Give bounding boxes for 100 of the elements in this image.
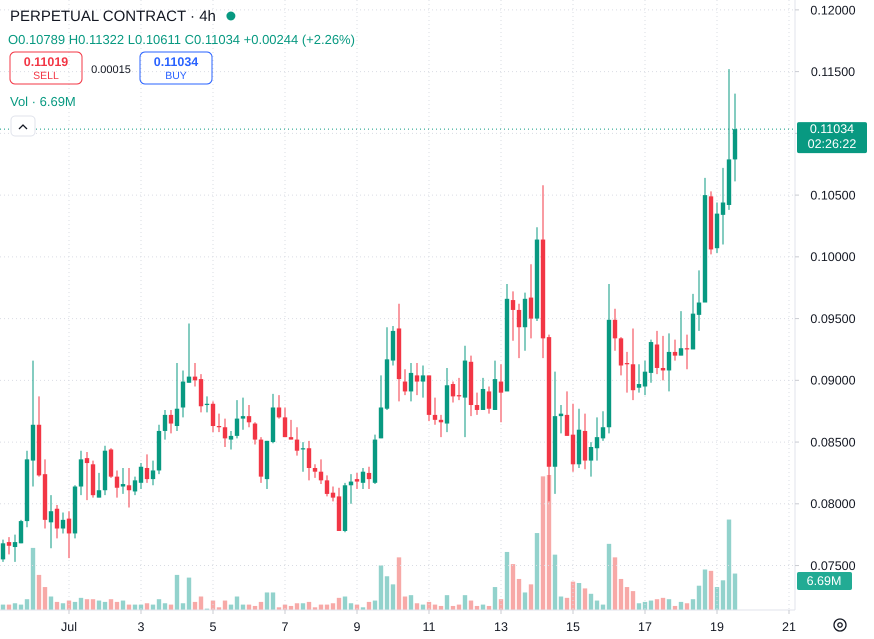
y-tick-label: 0.12000	[810, 3, 856, 18]
bar	[606, 544, 612, 610]
candlestick	[66, 510, 72, 559]
text: 02:26:22	[808, 137, 856, 152]
candlestick	[402, 368, 408, 396]
candlestick	[246, 404, 252, 428]
candlestick	[624, 351, 630, 394]
text: PERPETUAL CONTRACT · 4h	[10, 8, 216, 25]
candlestick	[234, 400, 240, 439]
candlestick	[276, 394, 282, 420]
annotation: 0.11019	[24, 55, 68, 69]
bar	[378, 565, 384, 610]
x-tick-label: 5	[210, 620, 217, 634]
x-tick-label: 9	[354, 620, 361, 634]
candlestick	[174, 362, 180, 432]
candlestick	[18, 519, 24, 544]
candlestick	[588, 442, 594, 478]
candlestick	[132, 476, 138, 496]
candlestick	[720, 167, 726, 245]
candlestick	[0, 539, 6, 562]
candlestick	[612, 308, 618, 352]
candlestick	[144, 454, 150, 484]
candlestick	[186, 323, 192, 384]
bar	[510, 564, 516, 610]
candlestick	[498, 364, 504, 423]
candlestick	[300, 442, 306, 472]
candlestick	[138, 462, 144, 490]
candlestick	[114, 470, 120, 498]
candlestick	[12, 534, 18, 562]
bar	[540, 476, 546, 610]
x-tick-label: 17	[638, 620, 652, 634]
candlestick	[684, 334, 690, 370]
candlestick	[96, 472, 102, 498]
annotation: BUY	[165, 70, 187, 82]
candlestick	[6, 536, 12, 555]
candlestick	[438, 414, 444, 438]
candlestick	[294, 426, 300, 456]
candlestick	[210, 400, 216, 433]
candlestick	[558, 404, 564, 434]
x-tick-label: Jul	[61, 620, 77, 634]
candlestick	[480, 377, 486, 410]
candlestick	[288, 419, 294, 440]
annotation: SELL	[33, 70, 60, 82]
candlestick	[660, 335, 666, 381]
candlestick	[120, 467, 126, 494]
bar	[552, 554, 558, 610]
x-tick-label: 11	[422, 620, 436, 634]
candlestick	[654, 330, 660, 375]
y-tick-label: 0.09500	[810, 312, 856, 326]
bar	[726, 520, 732, 610]
candlestick	[408, 362, 414, 402]
candlestick	[48, 494, 54, 549]
x-tick-label: 15	[566, 620, 580, 634]
candlestick	[510, 290, 516, 342]
candlestick	[456, 377, 462, 401]
y-tick-label: 0.08500	[810, 435, 856, 450]
candlestick	[564, 390, 570, 436]
candlestick	[240, 397, 246, 430]
candlestick	[192, 362, 198, 387]
ref-line-label: 0.11034	[810, 122, 854, 136]
candlestick	[600, 410, 606, 442]
y-tick-label: 0.09000	[810, 374, 856, 388]
text: 6.69M	[806, 574, 842, 588]
bar	[696, 586, 702, 610]
bar	[504, 552, 510, 610]
x-tick-label: 7	[282, 620, 289, 634]
candlestick	[324, 474, 330, 497]
x-tick-label: 19	[710, 620, 724, 634]
annotation: 0.00015	[91, 64, 131, 76]
annotation: 0.11034	[154, 55, 198, 69]
candlestick	[162, 409, 168, 440]
candlestick	[282, 406, 288, 438]
candlestick	[222, 418, 228, 448]
text: O0.10789 H0.11322 L0.10611 C0.11034 +0.00244 (+2.26%)	[8, 32, 355, 47]
candlestick	[360, 467, 366, 490]
candlestick	[432, 397, 438, 426]
candlestick	[252, 422, 258, 446]
bar	[702, 570, 708, 610]
x-tick-label: 21	[782, 620, 796, 634]
x-tick-label: 13	[494, 620, 508, 634]
candlestick	[696, 270, 702, 332]
x-tick-label: 3	[138, 620, 145, 634]
annotation: Vol · 6.69M	[10, 94, 76, 109]
candlestick	[474, 392, 480, 416]
candlestick	[348, 474, 354, 504]
candlestick	[306, 440, 312, 481]
bar	[186, 578, 192, 610]
bar	[732, 574, 738, 610]
y-tick-label: 0.11500	[810, 64, 856, 79]
candlestick	[450, 381, 456, 404]
candlestick	[354, 472, 360, 490]
candlestick	[84, 451, 90, 501]
candlestick	[330, 486, 336, 502]
y-tick-label: 0.10500	[810, 188, 856, 202]
candlestick	[642, 360, 648, 396]
y-tick-label: 0.08000	[810, 497, 856, 512]
candlestick	[678, 310, 684, 356]
candlestick	[54, 504, 60, 539]
candlestick	[528, 264, 534, 339]
y-tick-label: 0.10000	[810, 250, 856, 264]
